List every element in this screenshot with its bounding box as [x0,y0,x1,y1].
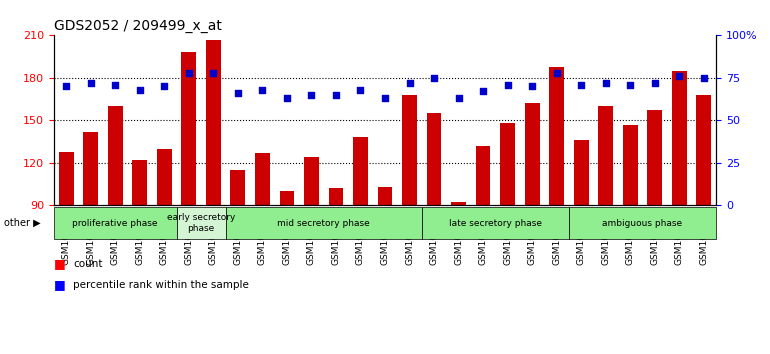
Point [403,80,416,86]
Point [281,96,293,101]
Bar [623,125,638,205]
Point [428,75,440,81]
Bar [672,71,687,205]
Point [575,82,588,87]
Text: GDS2052 / 209499_x_at: GDS2052 / 209499_x_at [54,19,222,33]
Point [673,73,685,79]
Bar [83,132,98,205]
Bar [648,110,662,205]
Bar [304,157,319,205]
Text: late secretory phase: late secretory phase [449,218,542,228]
Bar [476,146,490,205]
Point [158,84,170,89]
Text: early secretory
phase: early secretory phase [167,213,236,233]
Point [133,87,146,93]
Bar [329,188,343,205]
Bar [132,160,147,205]
Text: other ▶: other ▶ [4,218,41,228]
Bar [255,153,270,205]
Text: count: count [73,259,102,269]
Point [60,84,72,89]
Bar [549,67,564,205]
Bar [206,40,221,205]
Point [305,92,317,98]
Bar [574,140,588,205]
Point [600,80,612,86]
Point [256,87,269,93]
Text: percentile rank within the sample: percentile rank within the sample [73,280,249,290]
Point [109,82,122,87]
Text: ■: ■ [54,257,65,270]
Point [698,75,710,81]
Point [182,70,195,76]
Point [330,92,342,98]
Bar [427,113,441,205]
Text: mid secretory phase: mid secretory phase [277,218,370,228]
Point [207,70,219,76]
Point [453,96,465,101]
Point [526,84,538,89]
Bar [500,123,515,205]
Point [232,90,244,96]
Bar [377,187,393,205]
Bar [598,106,613,205]
Text: ■: ■ [54,279,65,291]
Point [648,80,661,86]
Point [624,82,637,87]
Bar [59,152,73,205]
Point [354,87,367,93]
Point [379,96,391,101]
Point [85,80,97,86]
Text: ambiguous phase: ambiguous phase [602,218,682,228]
Bar [402,95,417,205]
Bar [451,202,466,205]
Bar [353,137,368,205]
Point [477,88,489,94]
Bar [697,95,711,205]
Bar [182,52,196,205]
Bar [157,149,172,205]
Bar [280,191,294,205]
Point [551,70,563,76]
Text: proliferative phase: proliferative phase [72,218,158,228]
Bar [525,103,540,205]
Bar [108,106,122,205]
Bar [230,170,245,205]
Point [501,82,514,87]
